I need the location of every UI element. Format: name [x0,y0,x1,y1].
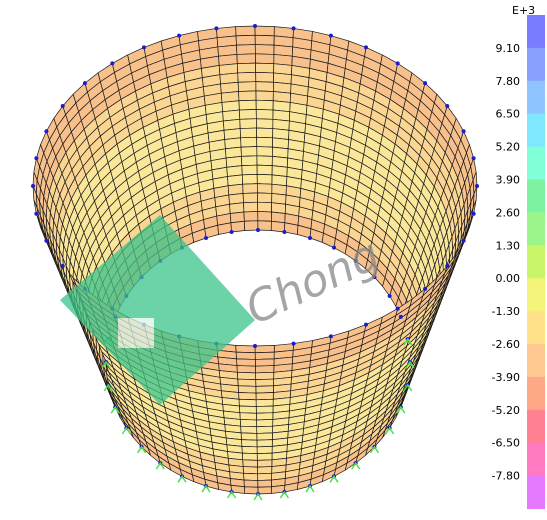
joint [142,45,146,50]
legend-swatch [527,80,545,115]
joint [471,211,476,216]
legend-label: 6.50 [496,108,521,121]
legend-label: -3.90 [492,371,520,384]
legend-swatch [527,278,545,312]
joint [445,264,450,268]
joint [364,322,368,327]
legend-swatch [527,475,545,509]
joint [364,45,368,50]
joint [291,26,296,31]
legend-title: E+3 [512,4,535,17]
joint [229,230,234,235]
legend-swatch [527,409,545,444]
joint [60,264,65,268]
joint [328,33,333,38]
joint [461,238,466,243]
joint [307,235,312,240]
legend-swatch [527,146,545,180]
legend-label: 9.10 [496,42,521,55]
legend-label: -2.60 [492,338,520,351]
joint [461,129,466,134]
support [403,337,413,346]
legend-label: 0.00 [496,272,521,285]
joint [423,81,428,86]
joint [423,286,428,291]
joint [34,211,39,216]
support [369,445,380,454]
joint [177,33,182,38]
legend-swatch [527,47,545,82]
legend-swatch [527,344,545,378]
joint [31,184,35,188]
joint [445,104,450,108]
legend-swatch [527,376,545,411]
joint [253,344,257,348]
support [136,445,147,454]
support [329,474,339,483]
joint [332,245,336,250]
joint [328,334,333,339]
support [405,360,415,369]
legend-label: -6.50 [492,437,520,450]
legend-label: 1.30 [496,239,521,252]
legend-label: -7.80 [492,470,520,483]
support [351,461,361,470]
joint [44,238,49,243]
support [279,490,290,499]
watermark-logo [60,215,255,405]
support [253,492,263,501]
joint [110,61,115,66]
legend-label: 5.20 [496,141,521,154]
support [121,426,131,435]
support [110,405,120,414]
legend-label: 7.80 [496,75,521,88]
support [201,484,211,493]
support [103,383,113,392]
joint [34,156,39,161]
joint [475,184,479,188]
joint [204,235,209,240]
legend-label: -5.20 [492,404,520,417]
joint [214,26,219,31]
joint [471,156,476,161]
joint [60,104,65,108]
joint [395,61,400,66]
support [403,383,413,392]
joint [82,81,87,86]
legend-swatch [527,15,545,49]
support [305,484,315,493]
legend-swatch [527,212,545,246]
joint [282,230,287,235]
joint [395,306,400,311]
legend-label: -1.30 [492,305,520,318]
support [396,405,406,414]
legend-swatch [527,245,545,279]
joint [387,294,392,298]
watermark-logo-part [118,318,154,348]
joint [372,275,377,280]
legend-swatch [527,442,545,477]
support [155,461,165,470]
joint [256,228,260,232]
joint [253,24,257,28]
joint [44,129,49,134]
support [385,426,395,435]
joint [353,258,358,263]
legend-swatch [527,311,545,345]
joint [398,314,403,319]
legend-swatch [527,113,545,148]
legend-swatch [527,179,545,213]
joint [291,341,296,346]
legend-label: 2.60 [496,206,521,219]
legend-label: 3.90 [496,174,521,187]
support [226,490,237,499]
support [101,360,111,369]
support [177,474,187,483]
